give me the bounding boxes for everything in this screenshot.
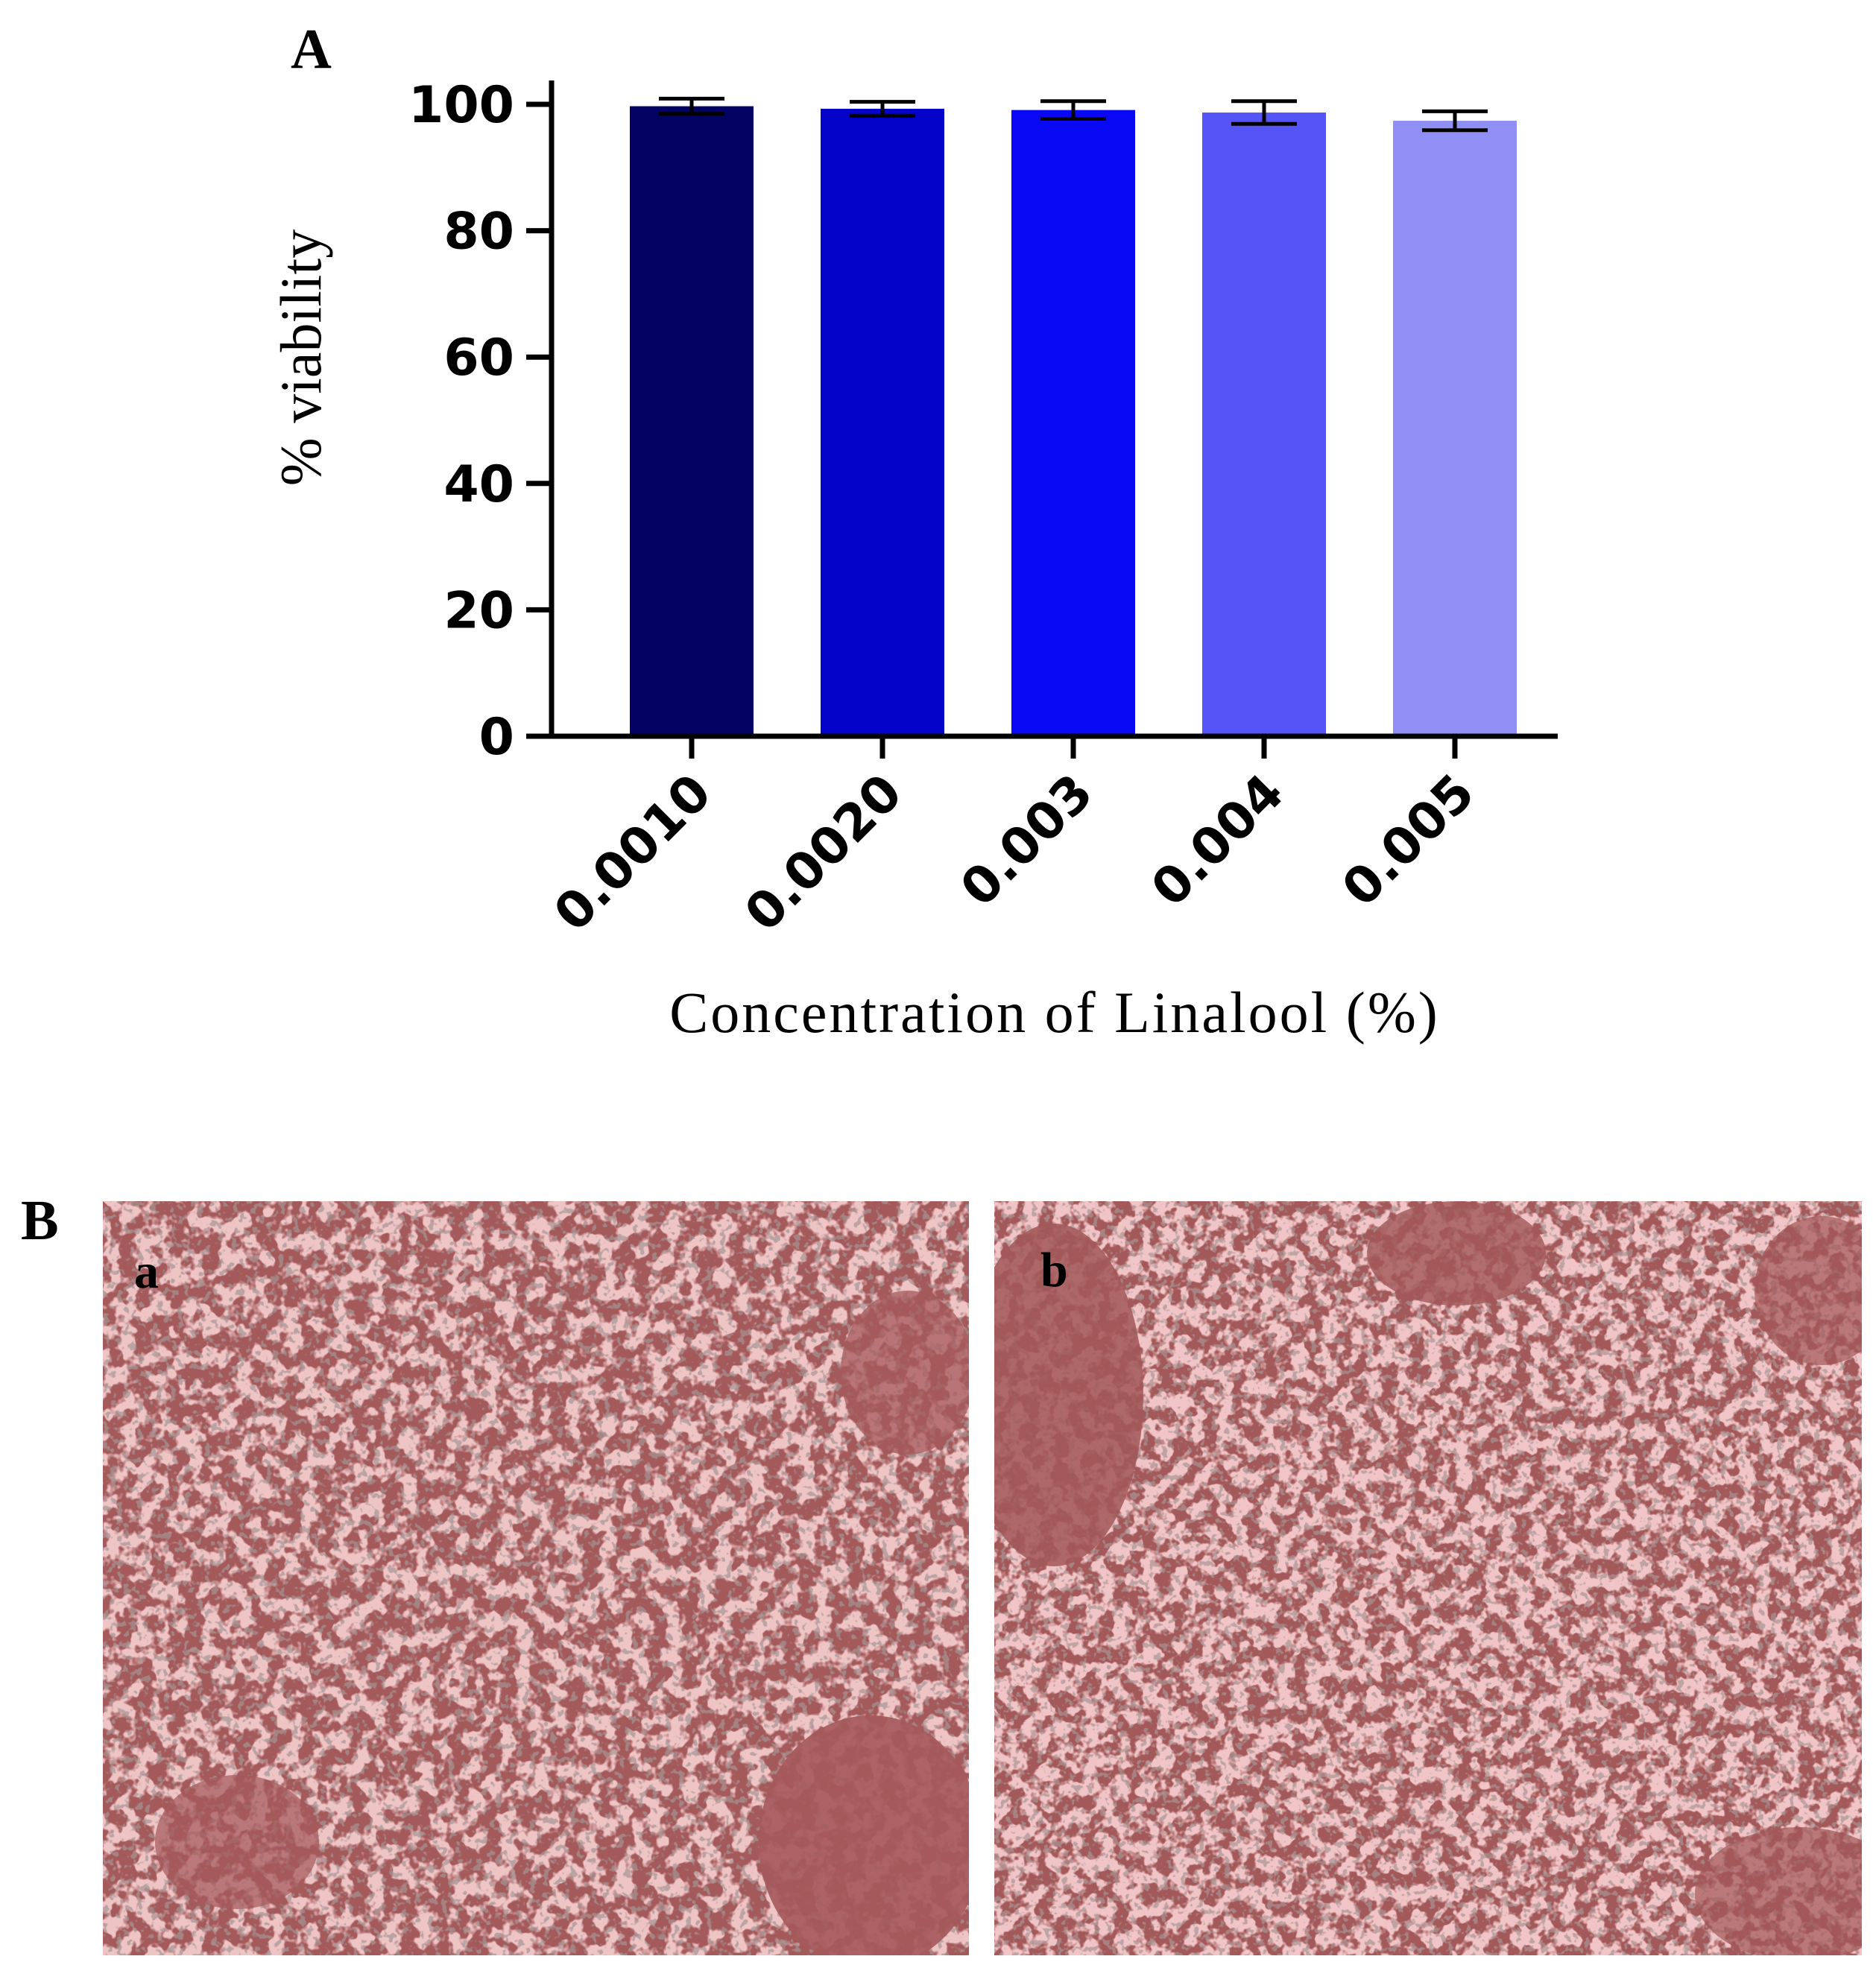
y-tick-label-20: 20	[443, 581, 514, 640]
cell-culture-image-b	[994, 1201, 1862, 1955]
cell-culture-image-a	[103, 1201, 969, 1955]
panel-label-b: B	[21, 1189, 59, 1252]
error-bar-5	[1422, 109, 1488, 133]
error-bar-1	[659, 96, 724, 116]
error-bar-3	[1040, 99, 1106, 121]
bar-4	[1202, 113, 1326, 737]
micrograph-b: b	[994, 1201, 1862, 1955]
y-tick-label-40: 40	[443, 455, 514, 514]
x-tick-label-2: 0.0020	[734, 763, 914, 943]
x-tick-label-3: 0.003	[950, 763, 1105, 918]
error-bar-2	[850, 100, 915, 118]
micrograph-a: a	[103, 1201, 969, 1955]
bar-1	[630, 106, 754, 736]
y-tick-label-100: 100	[408, 76, 514, 135]
bar-3	[1011, 110, 1135, 736]
y-tick-label-0: 0	[479, 708, 514, 767]
micrograph-label-b: b	[1040, 1243, 1068, 1297]
x-axis-title: Concentration of Linalool (%)	[669, 980, 1440, 1045]
bar-5	[1393, 121, 1517, 737]
y-tick-label-80: 80	[443, 203, 514, 262]
bar-chart: 0 20 40 60 80 100 0.0010 0.0020 0.003 0.004 0.005…	[268, 76, 1558, 1045]
error-bar-4	[1231, 99, 1297, 126]
panel-label-a: A	[291, 18, 332, 80]
x-tick-label-4: 0.004	[1140, 763, 1295, 918]
bar-2	[821, 108, 944, 736]
y-tick-label-60: 60	[443, 329, 514, 387]
x-tick-label-5: 0.005	[1331, 763, 1486, 918]
x-tick-label-1: 0.0010	[543, 763, 723, 943]
micrograph-label-a: a	[134, 1244, 159, 1299]
y-axis-title: % viability	[268, 230, 333, 486]
